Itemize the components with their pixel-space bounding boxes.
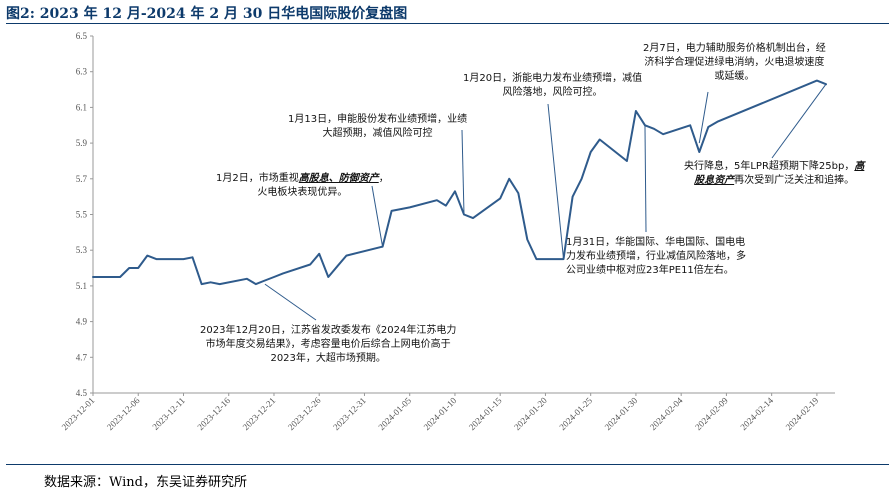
x-tick-label: 2023-12-21 bbox=[241, 395, 278, 432]
annotation-jan31: 1月31日，华能国际、华电国际、国电电 力发布业绩预增，行业减值风险落地，多 公… bbox=[566, 236, 746, 278]
annotation-line: 1月31日，华能国际、华电国际、国电电 bbox=[566, 237, 746, 248]
annotation-dec20: 2023年12月20日，江苏省发改委发布《2024年江苏电力 市场年度交易结果》… bbox=[200, 324, 456, 366]
annotation-line: 2023年，大超市场预期。 bbox=[270, 353, 386, 364]
annotation-jan13: 1月13日，申能股份发布业绩预增，业绩 大超预期，减值风险可控 bbox=[288, 113, 467, 141]
annotation-line: 1月20日，浙能电力发布业绩预增，减值 bbox=[463, 73, 643, 84]
annotation-leader-line bbox=[461, 129, 465, 215]
x-tick-label: 2024-01-30 bbox=[603, 395, 640, 432]
annotation-feb07: 2月7日，电力辅助服务价格机制出台，经 济科学合理促进绿电消纳，火电退坡速度 或… bbox=[643, 42, 826, 84]
y-tick-label: 5.5 bbox=[76, 210, 88, 220]
annotation-line: 火电板块表现优异。 bbox=[257, 187, 348, 198]
annotation-line: 大超预期，减值风险可控 bbox=[322, 128, 433, 139]
y-tick-label: 4.9 bbox=[76, 317, 88, 327]
annotation-leader-line bbox=[771, 83, 827, 159]
x-tick-label: 2024-01-10 bbox=[422, 395, 459, 432]
y-tick-label: 4.5 bbox=[76, 388, 88, 398]
annotation-line: 力发布业绩预增，行业减值风险落地，多 bbox=[566, 251, 746, 262]
annotation-jan20: 1月20日，浙能电力发布业绩预增，减值 风险落地，风险可控。 bbox=[463, 72, 642, 100]
source-note: 数据来源：Wind，东吴证券研究所 bbox=[44, 475, 247, 490]
x-tick-label: 2024-01-25 bbox=[557, 395, 594, 432]
annotation-line: 2023年12月20日，江苏省发改委发布《2024年江苏电力 bbox=[200, 325, 457, 336]
y-tick-label: 6.3 bbox=[76, 67, 88, 77]
y-tick-label: 5.3 bbox=[76, 245, 88, 255]
annotation-leader-line bbox=[264, 283, 317, 321]
annotation-text: 再次受到广泛关注和追捧。 bbox=[734, 175, 855, 186]
annotation-line: 公司业绩中枢对应23年PE11倍左右。 bbox=[566, 265, 734, 276]
annotation-line: 风险落地，风险可控。 bbox=[502, 87, 603, 98]
x-tick-label: 2023-12-11 bbox=[150, 395, 187, 432]
annotation-line: 或延缓。 bbox=[714, 71, 755, 82]
x-tick-label: 2023-12-01 bbox=[60, 395, 97, 432]
y-tick-label: 5.7 bbox=[76, 174, 88, 184]
annotation-jan02: 1月2日，市场重视高股息、防御资产， 火电板块表现优异。 bbox=[216, 172, 389, 200]
annotation-text: ， bbox=[378, 173, 389, 184]
y-tick-label: 5.9 bbox=[76, 138, 88, 148]
x-tick-label: 2023-12-06 bbox=[105, 395, 142, 432]
y-tick-label: 6.5 bbox=[76, 31, 88, 41]
annotation-line: 2月7日，电力辅助服务价格机制出台，经 bbox=[643, 43, 826, 54]
annotation-line: 1月13日，申能股份发布业绩预增，业绩 bbox=[288, 114, 468, 125]
annotation-text: 1月2日，市场重视 bbox=[216, 173, 299, 184]
x-tick-label: 2023-12-31 bbox=[331, 395, 368, 432]
annotation-leader-line bbox=[371, 185, 384, 247]
y-tick-label: 4.7 bbox=[76, 352, 88, 362]
annotation-highlight: 高 bbox=[854, 161, 865, 172]
y-tick-label: 6.1 bbox=[76, 102, 87, 112]
annotation-text: 央行降息，5年LPR超预期下降25bp， bbox=[684, 161, 855, 172]
figure-title: 图2: 2023 年 12 月-2024 年 2 月 30 日华电国际股价复盘图 bbox=[6, 6, 408, 22]
x-tick-label: 2024-01-15 bbox=[467, 395, 504, 432]
x-tick-label: 2023-12-26 bbox=[286, 395, 323, 432]
x-tick-label: 2024-02-09 bbox=[693, 395, 730, 432]
annotation-leader-line bbox=[547, 103, 565, 260]
annotation-line: 济科学合理促进绿电消纳，火电退坡速度 bbox=[644, 57, 825, 68]
price-line bbox=[92, 79, 827, 286]
x-tick-label: 2023-12-16 bbox=[195, 395, 232, 432]
x-tick-label: 2024-01-20 bbox=[512, 395, 549, 432]
annotation-rate-cut: 央行降息，5年LPR超预期下降25bp，高 股息资产再次受到广泛关注和追捧。 bbox=[684, 160, 864, 188]
x-tick-label: 2024-01-05 bbox=[376, 395, 413, 432]
annotation-leader-line bbox=[644, 125, 647, 233]
bottom-rule bbox=[6, 464, 889, 465]
x-tick-label: 2024-02-19 bbox=[784, 395, 821, 432]
annotation-highlight: 高股息、防御资产 bbox=[298, 173, 379, 184]
y-tick-label: 5.1 bbox=[76, 281, 87, 291]
annotation-line: 市场年度交易结果》，考虑容量电价后综合上网电价高于 bbox=[205, 339, 451, 350]
x-tick-label: 2024-02-14 bbox=[738, 395, 775, 432]
title-rule bbox=[6, 23, 889, 24]
annotation-highlight: 股息资产 bbox=[694, 175, 735, 186]
annotation-leader-line bbox=[698, 91, 709, 144]
x-tick-label: 2024-02-04 bbox=[648, 395, 685, 432]
